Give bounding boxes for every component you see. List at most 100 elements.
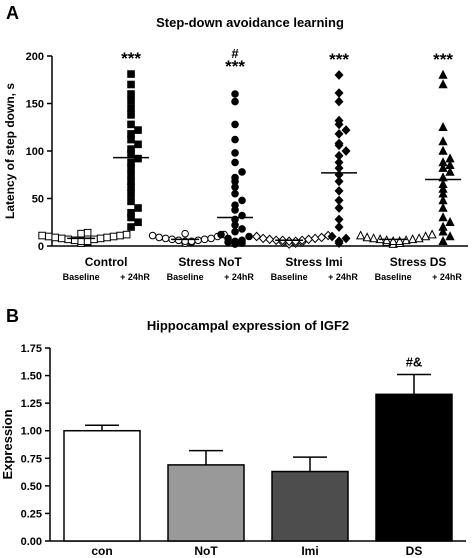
- data-point: [334, 150, 344, 161]
- data-point: [134, 204, 142, 212]
- bar-annotation: #&: [406, 354, 423, 369]
- data-point: [395, 236, 405, 246]
- data-point: [238, 225, 246, 233]
- data-point: [438, 226, 448, 236]
- data-point: [207, 234, 215, 243]
- data-point: [265, 234, 275, 245]
- group-sublabel: + 24hR: [224, 272, 254, 282]
- data-point: [148, 231, 157, 240]
- data-point: [438, 183, 448, 193]
- chart-b-xtick-label: NoT: [194, 544, 218, 558]
- data-point: [231, 97, 239, 106]
- data-point: [134, 140, 142, 149]
- data-point: [341, 146, 351, 156]
- chart-b-ytick-label: 0.00: [21, 536, 42, 548]
- group-sublabel: + 24hR: [120, 272, 150, 282]
- group-sublabel: + 24hR: [432, 272, 462, 282]
- significance-label: ***: [329, 50, 349, 69]
- data-point: [438, 162, 448, 172]
- data-point: [134, 218, 142, 227]
- data-point: [83, 228, 92, 237]
- data-point: [181, 229, 189, 238]
- data-point: [161, 234, 170, 243]
- data-point: [327, 231, 337, 242]
- chart-a-ytick-label: 50: [32, 194, 44, 206]
- data-point: [438, 221, 448, 231]
- data-point: [445, 160, 455, 170]
- chart-a-ytick-label: 0: [38, 241, 44, 253]
- data-point: [127, 170, 135, 179]
- significance-label: ***: [433, 50, 453, 69]
- data-point: [334, 186, 344, 196]
- bar-not: [167, 464, 245, 542]
- data-point: [438, 69, 448, 79]
- data-point: [258, 233, 268, 244]
- data-point: [438, 145, 448, 155]
- data-point: [438, 212, 448, 222]
- data-point: [127, 70, 135, 78]
- chart-b-ytick-label: 1.00: [21, 426, 42, 438]
- chart-b-xtick-label: con: [91, 544, 112, 558]
- data-point: [445, 217, 455, 227]
- data-point: [438, 188, 448, 198]
- data-point: [224, 234, 232, 243]
- data-point: [51, 233, 59, 242]
- data-point: [438, 202, 448, 212]
- chart-b-xtick-label: DS: [406, 544, 423, 558]
- data-point: [334, 129, 344, 139]
- chart-b-ytick-label: 0.50: [21, 481, 42, 493]
- chart-b-ytick-label: 0.25: [21, 508, 42, 520]
- panel-label-a: A: [6, 3, 19, 23]
- data-point: [438, 179, 448, 189]
- data-point: [231, 173, 239, 182]
- data-point: [127, 158, 135, 167]
- data-point: [231, 189, 239, 198]
- chart-a-ylabel: Latency of step down, s: [3, 83, 17, 219]
- data-point: [317, 232, 327, 243]
- data-point: [194, 236, 202, 245]
- chart-b-xtick-label: Imi: [301, 544, 318, 558]
- chart-b-ytick-label: 1.25: [21, 398, 42, 410]
- data-point: [174, 236, 183, 245]
- bar-con: [63, 429, 141, 542]
- chart-b-title: Hippocampal expression of IGF2: [147, 318, 349, 333]
- data-point: [231, 201, 239, 209]
- significance-label: ***: [121, 49, 141, 68]
- data-point: [134, 126, 142, 134]
- data-point: [245, 232, 253, 241]
- data-point: [127, 197, 135, 206]
- data-point: [438, 136, 448, 146]
- data-point: [231, 158, 239, 167]
- data-point: [341, 125, 351, 135]
- data-point: [334, 70, 344, 80]
- chart-a-ytick-label: 150: [26, 99, 44, 111]
- chart-b-ytick-label: 1.50: [21, 371, 42, 383]
- data-point: [90, 235, 98, 244]
- data-point: [231, 227, 239, 236]
- data-point: [77, 229, 85, 238]
- group-sublabel: Baseline: [271, 272, 308, 282]
- data-point: [445, 166, 455, 176]
- group-label: Control: [85, 255, 128, 269]
- data-point: [334, 236, 344, 247]
- data-point: [64, 235, 72, 244]
- data-point: [134, 154, 142, 163]
- data-point: [238, 236, 246, 245]
- data-point: [127, 104, 135, 113]
- data-point: [127, 189, 135, 198]
- data-point: [334, 176, 344, 187]
- data-point: [127, 96, 135, 105]
- chart-a-ytick-label: 200: [26, 51, 44, 63]
- data-point: [231, 135, 239, 144]
- bar-ds: [375, 393, 453, 542]
- data-point: [356, 230, 366, 240]
- significance-label: ***: [225, 57, 245, 76]
- panel-label-b: B: [6, 306, 19, 326]
- chart-b-ytick-label: 0.75: [21, 453, 42, 465]
- data-point: [231, 120, 239, 129]
- data-point: [200, 235, 209, 244]
- data-point: [238, 168, 246, 176]
- data-point: [438, 195, 448, 205]
- data-point: [231, 149, 239, 157]
